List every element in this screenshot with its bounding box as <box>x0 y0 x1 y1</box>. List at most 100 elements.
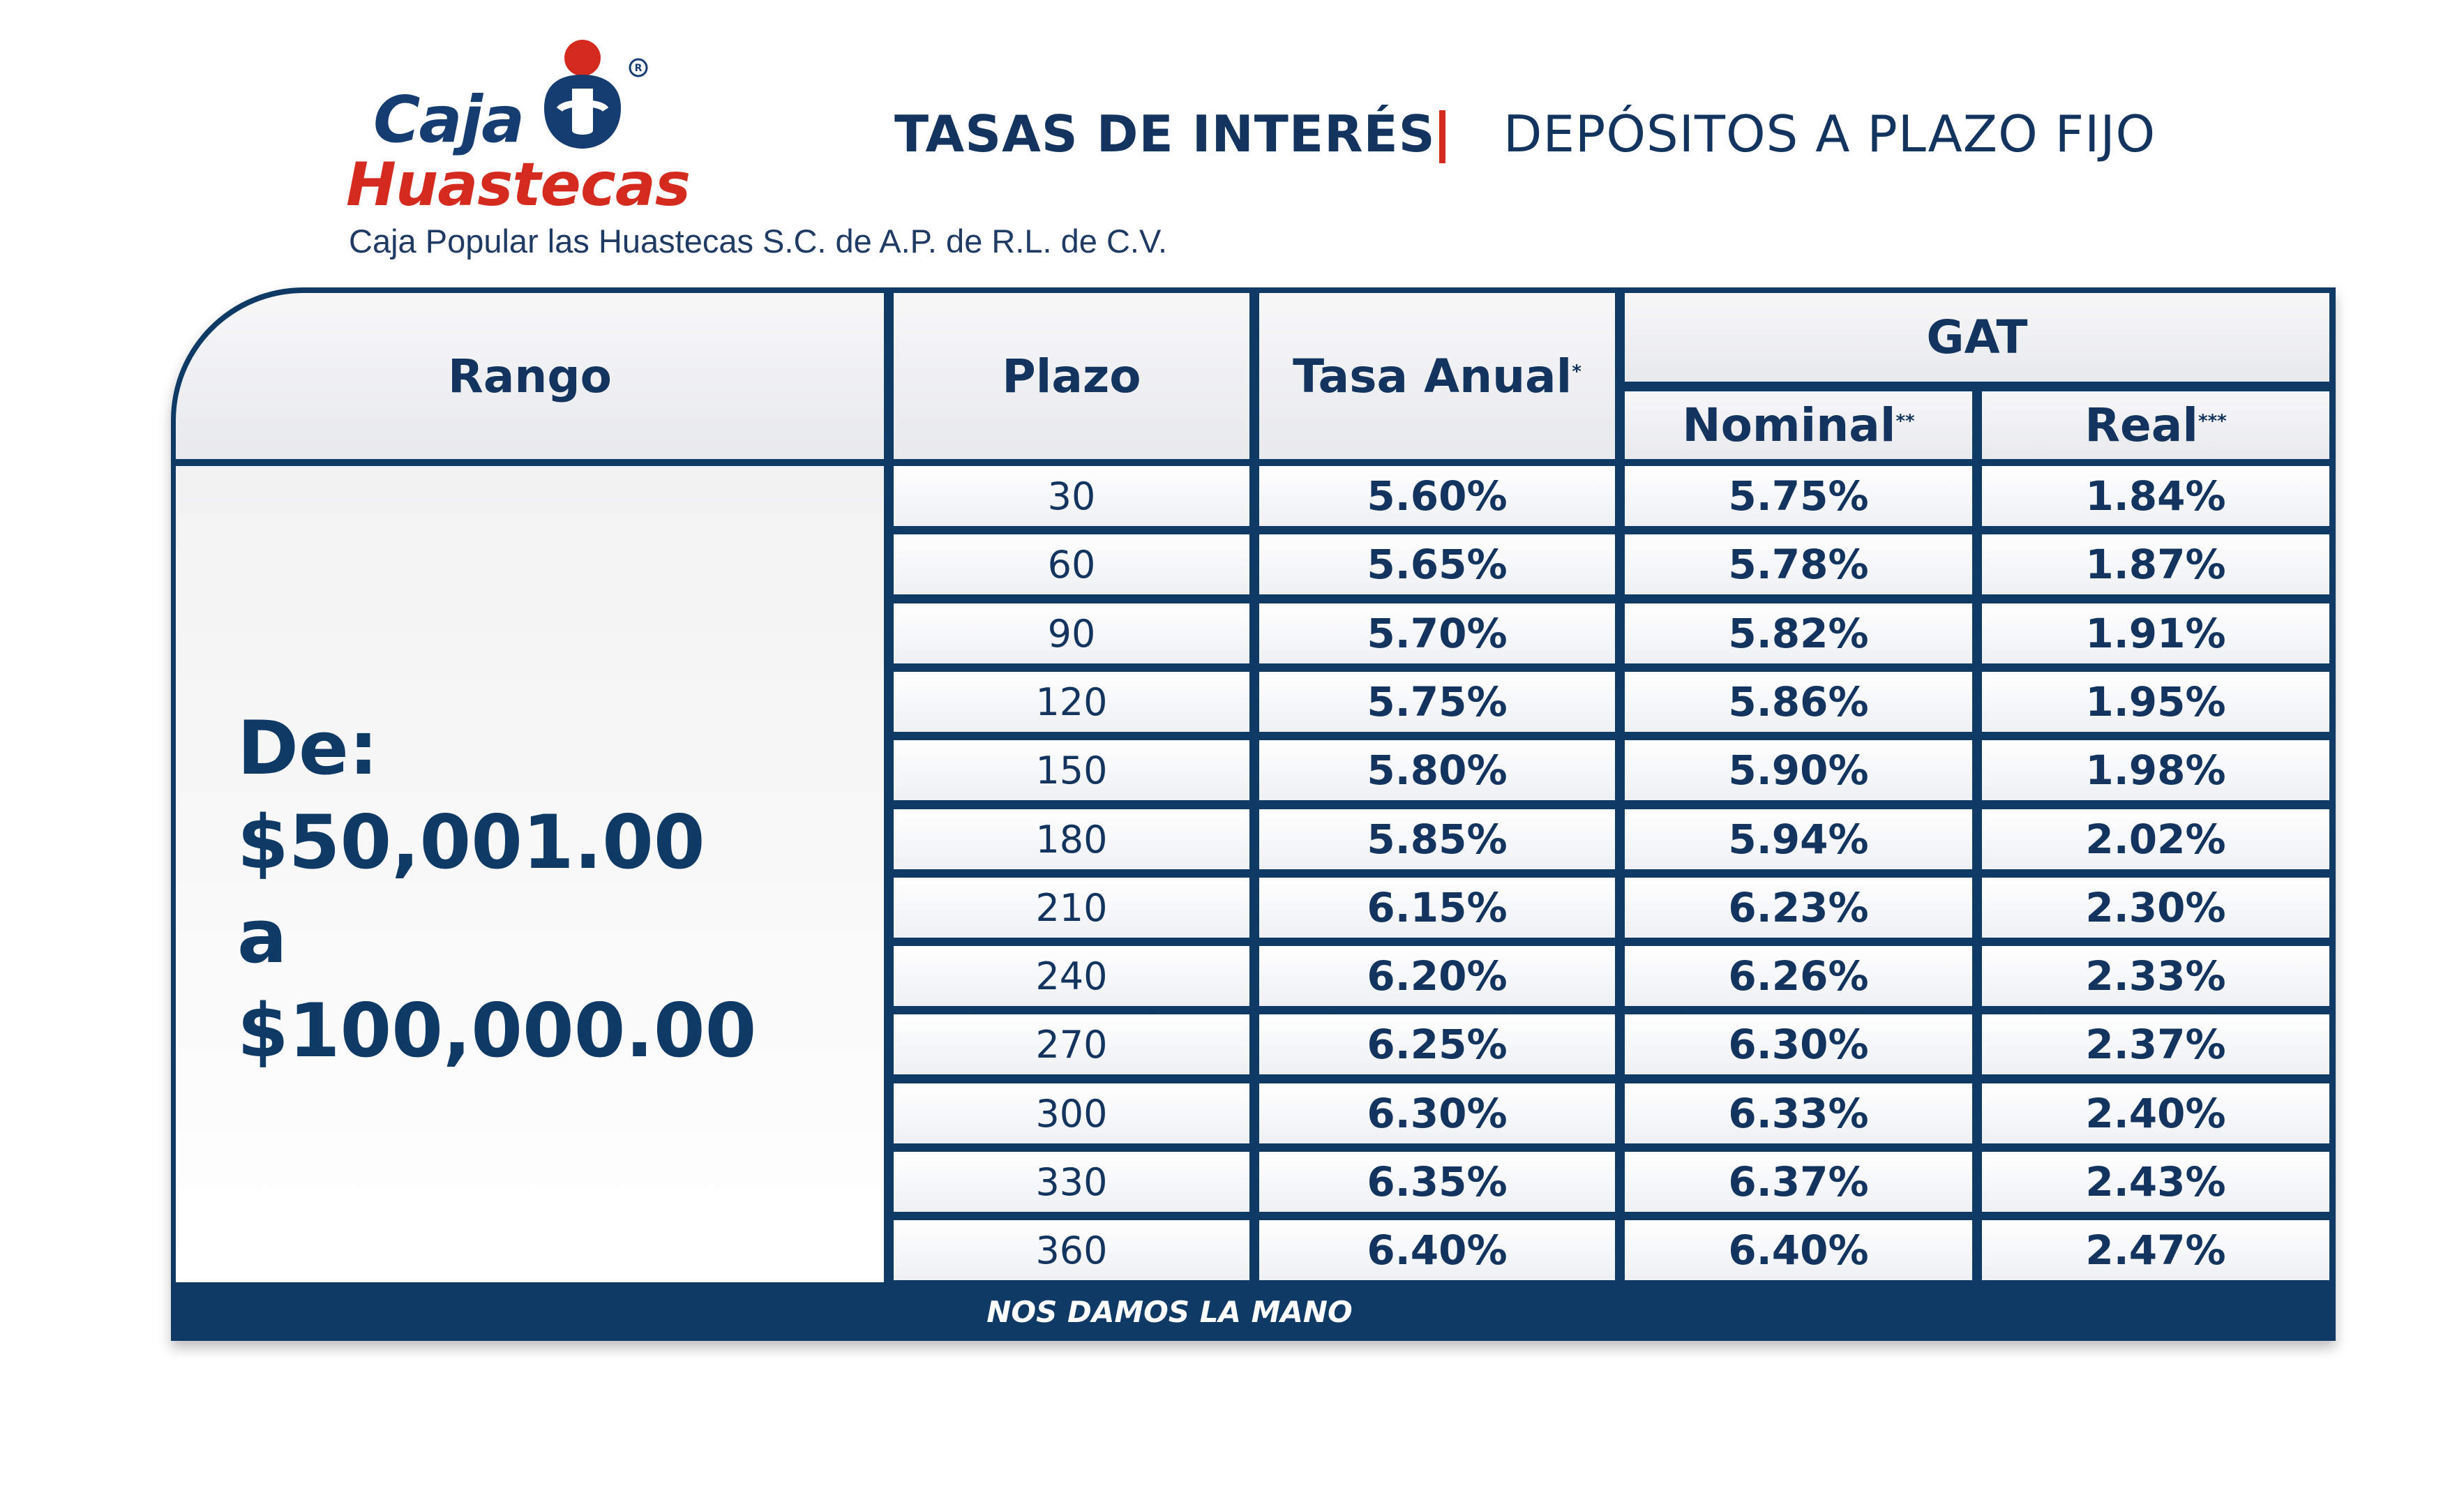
footer-slogan: NOS DAMOS LA MANO <box>986 1294 1353 1329</box>
cell-value-real: 2.30% <box>2085 884 2226 931</box>
header-nominal: Nominal ** <box>1625 391 1972 459</box>
cell-value-real: 2.47% <box>2085 1226 2226 1274</box>
table-cell-plazo: 270 <box>894 1014 1249 1074</box>
cell-value-nominal: 5.82% <box>1728 610 1869 657</box>
cell-value-plazo: 60 <box>1047 542 1096 587</box>
table-cell-nominal: 5.82% <box>1625 603 1972 663</box>
table-cell-plazo: 330 <box>894 1152 1249 1212</box>
table-cell-nominal: 6.30% <box>1625 1014 1972 1074</box>
table-cell-real: 2.37% <box>1982 1014 2329 1074</box>
cell-value-plazo: 330 <box>1035 1159 1108 1204</box>
cell-value-real: 1.84% <box>2085 472 2226 520</box>
range-min-amount: $50,001.00 <box>237 799 705 885</box>
table-cell-tasa: 6.25% <box>1259 1014 1615 1074</box>
range-from-label: De: <box>237 705 379 791</box>
table-cell-nominal: 6.26% <box>1625 946 1972 1006</box>
cell-value-real: 2.37% <box>2085 1021 2226 1068</box>
cell-value-nominal: 6.30% <box>1728 1021 1869 1068</box>
table-cell-nominal: 5.75% <box>1625 466 1972 526</box>
cell-value-tasa: 6.15% <box>1367 884 1508 931</box>
cell-value-tasa: 6.25% <box>1367 1021 1508 1068</box>
cell-value-tasa: 5.65% <box>1367 541 1508 588</box>
table-cell-real: 2.40% <box>1982 1083 2329 1143</box>
table-cell-tasa: 6.35% <box>1259 1152 1615 1212</box>
cell-value-nominal: 6.33% <box>1728 1090 1869 1137</box>
table-cell-tasa: 6.30% <box>1259 1083 1615 1143</box>
header-rango: Rango <box>176 293 884 459</box>
header-tasa-anual: Tasa Anual * <box>1259 293 1615 459</box>
cell-value-nominal: 5.90% <box>1728 746 1869 794</box>
cell-value-tasa: 6.35% <box>1367 1158 1508 1206</box>
cell-value-nominal: 5.75% <box>1728 472 1869 520</box>
table-cell-nominal: 5.90% <box>1625 740 1972 800</box>
table-cell-nominal: 5.78% <box>1625 534 1972 594</box>
table-cell-plazo: 60 <box>894 534 1249 594</box>
table-cell-real: 2.47% <box>1982 1220 2329 1280</box>
table-cell-nominal: 6.23% <box>1625 878 1972 938</box>
table-cell-plazo: 90 <box>894 603 1249 663</box>
cell-value-nominal: 6.40% <box>1728 1226 1869 1274</box>
cell-value-plazo: 150 <box>1035 748 1108 793</box>
cell-value-tasa: 6.40% <box>1367 1226 1508 1274</box>
table-cell-real: 1.84% <box>1982 466 2329 526</box>
cell-value-nominal: 6.26% <box>1728 952 1869 1000</box>
cell-value-tasa: 5.60% <box>1367 472 1508 520</box>
cell-value-tasa: 5.70% <box>1367 610 1508 657</box>
table-cell-tasa: 5.65% <box>1259 534 1615 594</box>
table-cell-nominal: 5.86% <box>1625 672 1972 732</box>
table-cell-plazo: 210 <box>894 878 1249 938</box>
table-cell-real: 1.98% <box>1982 740 2329 800</box>
cell-value-real: 1.91% <box>2085 610 2226 657</box>
cell-value-plazo: 180 <box>1035 817 1108 862</box>
cell-value-real: 2.40% <box>2085 1090 2226 1137</box>
cell-value-real: 2.43% <box>2085 1158 2226 1206</box>
cell-value-plazo: 300 <box>1035 1091 1108 1136</box>
table-cell-tasa: 5.85% <box>1259 809 1615 869</box>
table-cell-tasa: 5.75% <box>1259 672 1615 732</box>
cell-value-plazo: 360 <box>1035 1228 1108 1272</box>
table-cell-tasa: 6.20% <box>1259 946 1615 1006</box>
table-cell-plazo: 150 <box>894 740 1249 800</box>
table-cell-tasa: 5.60% <box>1259 466 1615 526</box>
table-cell-nominal: 6.40% <box>1625 1220 1972 1280</box>
table-cell-tasa: 6.40% <box>1259 1220 1615 1280</box>
table-cell-nominal: 6.33% <box>1625 1083 1972 1143</box>
cell-value-plazo: 30 <box>1047 474 1096 518</box>
table-cell-real: 2.02% <box>1982 809 2329 869</box>
cell-value-tasa: 5.85% <box>1367 816 1508 863</box>
header-subtitle: DEPÓSITOS A PLAZO FIJO <box>1503 105 2156 163</box>
nominal-footnote-mark: ** <box>1895 410 1915 432</box>
header-plazo: Plazo <box>894 293 1249 459</box>
table-cell-tasa: 5.80% <box>1259 740 1615 800</box>
table-cell-nominal: 5.94% <box>1625 809 1972 869</box>
header-gat: GAT <box>1625 293 2329 382</box>
cell-value-tasa: 5.75% <box>1367 678 1508 726</box>
cell-value-plazo: 240 <box>1035 954 1108 998</box>
table-cell-plazo: 300 <box>894 1083 1249 1143</box>
cell-value-tasa: 6.30% <box>1367 1090 1508 1137</box>
svg-text:R: R <box>635 63 643 74</box>
cell-value-real: 1.95% <box>2085 678 2226 726</box>
cell-value-real: 1.87% <box>2085 541 2226 588</box>
cell-value-plazo: 90 <box>1047 611 1096 656</box>
range-to-label: a <box>237 894 287 979</box>
range-cell <box>176 466 884 1282</box>
table-cell-real: 1.91% <box>1982 603 2329 663</box>
header-title: TASAS DE INTERÉS <box>894 105 1436 163</box>
cell-value-plazo: 210 <box>1035 885 1108 930</box>
cell-value-tasa: 6.20% <box>1367 952 1508 1000</box>
range-max-amount: $100,000.00 <box>237 988 757 1074</box>
tasa-footnote-mark: * <box>1572 361 1582 382</box>
range-text: De: $50,001.00 a $100,000.00 <box>237 701 756 1078</box>
table-cell-real: 1.95% <box>1982 672 2329 732</box>
table-cell-tasa: 5.70% <box>1259 603 1615 663</box>
cell-value-plazo: 120 <box>1035 680 1108 724</box>
real-footnote-mark: *** <box>2198 410 2227 432</box>
cell-value-nominal: 5.94% <box>1728 816 1869 863</box>
table-cell-nominal: 6.37% <box>1625 1152 1972 1212</box>
cell-value-nominal: 5.78% <box>1728 541 1869 588</box>
cell-value-tasa: 5.80% <box>1367 746 1508 794</box>
table-cell-plazo: 240 <box>894 946 1249 1006</box>
cell-value-real: 1.98% <box>2085 746 2226 794</box>
table-cell-plazo: 30 <box>894 466 1249 526</box>
